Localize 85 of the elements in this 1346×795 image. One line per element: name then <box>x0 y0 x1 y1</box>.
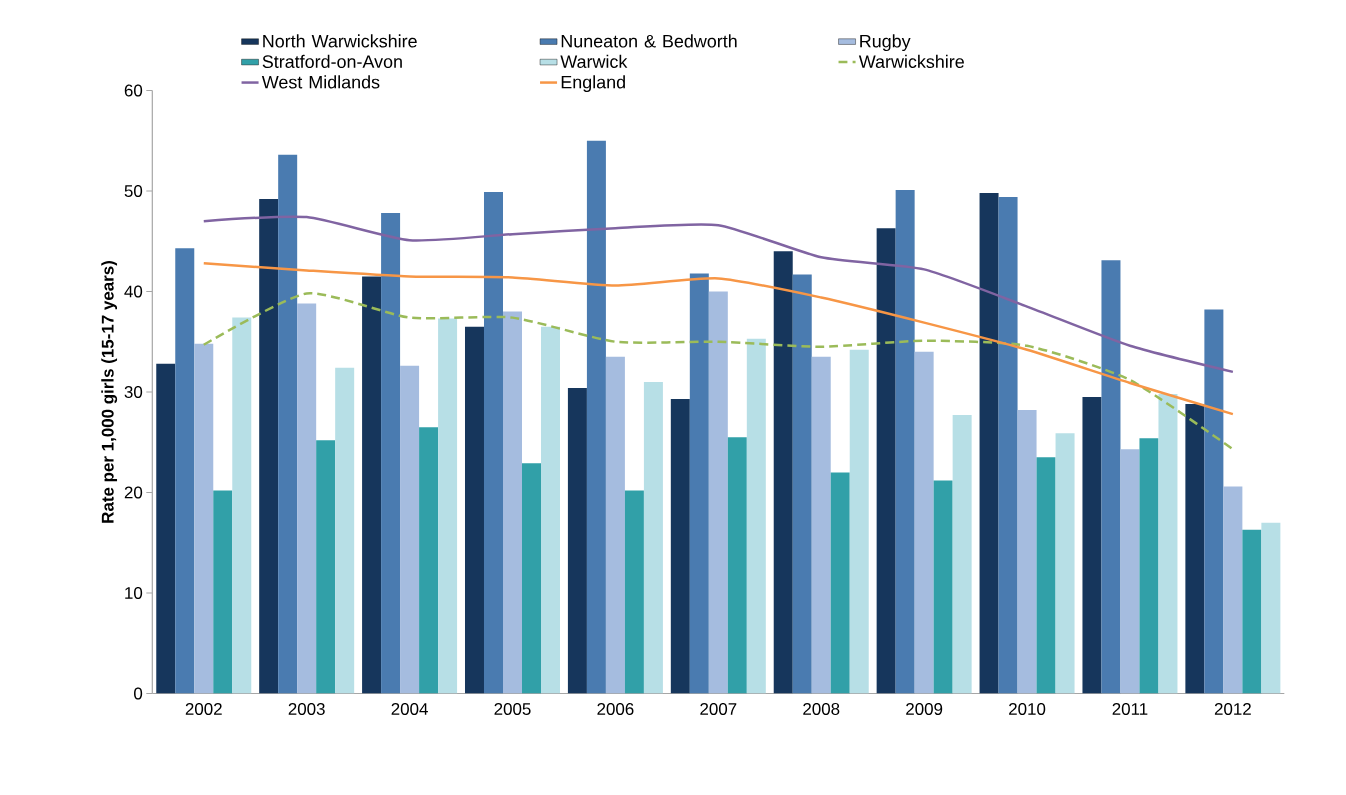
legend-label: Rugby <box>860 34 911 52</box>
bar <box>465 326 484 694</box>
bar <box>830 472 850 694</box>
bar <box>914 351 934 694</box>
bar <box>933 480 953 694</box>
bar <box>998 197 1018 694</box>
bar <box>484 191 503 694</box>
legend-label: Warwick <box>560 54 628 68</box>
bar <box>1204 309 1224 694</box>
x-tick-label: 2012 <box>1214 703 1251 716</box>
bar <box>522 463 541 694</box>
bar <box>419 427 439 694</box>
y-tick-label: 0 <box>134 687 143 700</box>
x-tick-label: 2009 <box>906 703 943 716</box>
bar <box>689 273 709 694</box>
legend-label: England <box>561 75 625 93</box>
bar <box>1223 486 1243 694</box>
y-tick-label: 10 <box>125 586 143 599</box>
x-tick-label: 2007 <box>700 703 737 716</box>
bar <box>316 440 336 694</box>
bar <box>541 326 560 694</box>
bar <box>278 154 298 694</box>
bar <box>605 356 625 694</box>
bar <box>792 274 812 694</box>
bar <box>1139 438 1159 694</box>
bar <box>643 381 663 694</box>
bar <box>876 228 896 694</box>
bar <box>1055 433 1075 694</box>
line-series <box>202 292 1235 451</box>
bar <box>727 437 747 694</box>
bar <box>1101 260 1121 694</box>
y-tick-label: 40 <box>124 285 143 298</box>
y-tick-label: 20 <box>124 486 143 499</box>
x-tick-label: 2005 <box>494 703 531 716</box>
legend-label: Nuneaton & Bedworth <box>561 34 737 48</box>
bar <box>156 363 176 694</box>
line-series <box>202 262 1235 416</box>
bar <box>708 291 728 694</box>
bar <box>1158 394 1178 694</box>
bar <box>335 367 355 694</box>
legend-label: Stratford-on-Avon <box>262 54 402 68</box>
bar <box>1185 404 1205 694</box>
y-tick-label: 30 <box>124 385 143 398</box>
bar <box>1036 457 1056 694</box>
bar <box>503 311 522 694</box>
bar <box>1082 397 1102 694</box>
legend-label: West Midlands <box>261 75 380 89</box>
x-tick-label: 2010 <box>1009 703 1046 716</box>
bar <box>670 399 690 694</box>
y-axis-title: Rate per 1,000 girls (15-17 years) <box>101 261 118 523</box>
bar <box>362 276 382 694</box>
bar <box>811 356 831 694</box>
bar <box>773 251 793 694</box>
legend-label: North Warwickshire <box>263 34 417 48</box>
bar <box>1120 449 1140 694</box>
bar <box>400 365 420 694</box>
x-tick-label: 2006 <box>597 703 634 716</box>
y-tick-label: 60 <box>124 84 143 97</box>
bar <box>1261 522 1281 694</box>
bar <box>979 192 999 694</box>
bar <box>259 199 279 694</box>
bar <box>952 415 972 694</box>
bar <box>194 343 214 694</box>
bar <box>849 349 869 694</box>
bar <box>213 490 233 694</box>
bar <box>381 213 401 694</box>
bar <box>1242 529 1262 694</box>
bar <box>624 490 644 694</box>
bar <box>175 248 195 694</box>
x-tick-label: 2003 <box>288 703 325 716</box>
x-tick-label: 2011 <box>1112 703 1148 716</box>
y-tick-label: 50 <box>124 184 143 197</box>
bar <box>232 317 252 694</box>
bar <box>567 387 587 694</box>
x-tick-label: 2004 <box>391 703 428 716</box>
legend-label: Warwickshire <box>858 54 964 68</box>
bar <box>297 303 317 694</box>
bar <box>586 140 606 694</box>
x-tick-label: 2008 <box>803 703 840 716</box>
bar <box>746 338 766 694</box>
bar <box>895 189 915 694</box>
bar <box>1017 410 1037 694</box>
x-tick-label: 2002 <box>185 703 222 716</box>
line-series <box>202 215 1235 374</box>
bar <box>438 318 458 694</box>
